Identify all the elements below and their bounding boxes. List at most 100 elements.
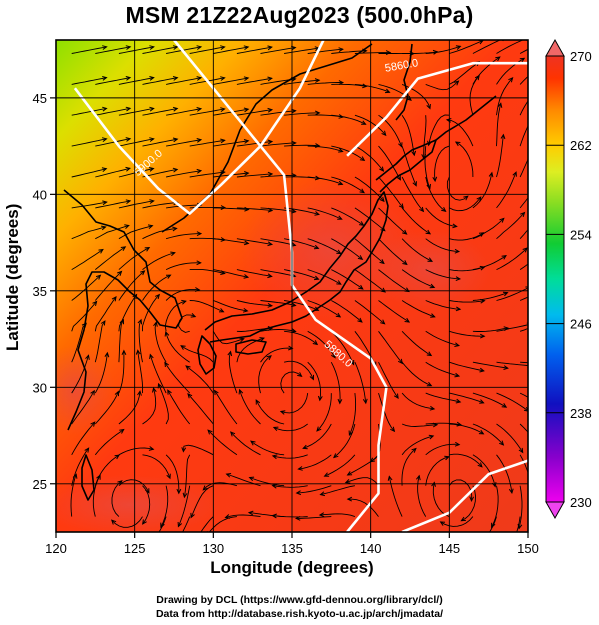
streamline-arrow [357, 255, 364, 261]
streamline-arrow [379, 196, 385, 203]
streamline [273, 423, 308, 432]
streamline-arrow [416, 474, 421, 481]
streamline-arrow [190, 313, 197, 318]
streamline-arrow [101, 137, 108, 142]
streamline [401, 361, 432, 387]
streamline-arrow [104, 351, 110, 358]
streamline [354, 269, 386, 293]
streamline [166, 139, 202, 147]
streamline [425, 422, 461, 426]
streamline-arrow [190, 544, 194, 549]
streamline-arrow [359, 221, 365, 226]
x-axis: 120 125 130 135 140 145 150 [45, 532, 539, 556]
streamline [519, 229, 528, 240]
streamline-arrow [238, 388, 244, 395]
streamline [71, 107, 107, 116]
streamline-arrow [239, 337, 245, 343]
streamline-arrow [250, 440, 256, 446]
streamline [236, 77, 272, 85]
streamline-arrow [271, 454, 278, 460]
streamline [331, 300, 363, 323]
streamline [472, 56, 501, 85]
streamline-arrow [230, 431, 236, 437]
streamline-arrow [147, 224, 154, 229]
streamline-arrow [523, 406, 528, 412]
streamline-arrow [499, 440, 505, 446]
streamline [449, 453, 483, 468]
streamline [519, 197, 528, 209]
streamline-arrow [267, 241, 274, 247]
streamline [425, 269, 460, 280]
streamline-arrow [218, 308, 225, 313]
streamline-arrow [243, 139, 250, 144]
streamline [180, 345, 214, 363]
streamline [94, 320, 106, 363]
streamline [272, 485, 308, 488]
streamline [236, 238, 272, 245]
streamline-arrow [196, 76, 203, 81]
streamline [164, 300, 186, 332]
streamline-arrow [170, 547, 174, 551]
streamline [519, 423, 528, 433]
streamline [230, 431, 261, 456]
streamline [307, 361, 321, 401]
streamline [95, 77, 131, 85]
streamline [165, 454, 180, 494]
streamline-arrow [95, 274, 102, 280]
streamline [316, 393, 332, 432]
streamline [378, 300, 410, 323]
streamline-arrow [319, 491, 326, 497]
streamline [71, 201, 107, 209]
streamline [249, 477, 285, 487]
streamline [189, 268, 225, 274]
y-axis-label: Latitude (degrees) [3, 203, 22, 351]
streamline [71, 168, 107, 178]
streamline-arrow [181, 447, 187, 453]
streamline [423, 115, 427, 159]
streamline [519, 158, 528, 178]
streamline [472, 327, 509, 332]
streamline-arrow [359, 188, 365, 194]
streamline-arrow [534, 140, 538, 145]
streamline [449, 61, 480, 85]
streamline-arrow [362, 398, 368, 405]
streamline-arrow [125, 106, 132, 112]
streamline [434, 145, 450, 182]
streamline [425, 207, 457, 227]
streamline-arrow [187, 393, 193, 399]
streamline-arrow [272, 426, 279, 432]
x-tick-label: 145 [438, 541, 460, 556]
streamline-arrow [476, 196, 482, 202]
streamline-arrow [396, 175, 401, 181]
streamline [202, 482, 238, 491]
streamline-arrow [220, 76, 226, 81]
streamline-arrow [137, 390, 142, 396]
streamline-arrow [318, 512, 325, 518]
streamline [260, 174, 296, 178]
streamline [425, 176, 446, 212]
streamline [118, 107, 154, 116]
streamline-arrow [243, 274, 250, 279]
streamline-arrow [346, 471, 353, 476]
streamline-arrow [102, 200, 108, 206]
streamline [348, 393, 357, 436]
streamline [236, 207, 273, 211]
streamline-arrow [294, 515, 301, 521]
streamline-arrow [402, 260, 408, 266]
streamline-arrow [431, 481, 436, 487]
streamline [213, 140, 249, 147]
streamline-arrow [172, 76, 179, 81]
streamline [164, 362, 191, 394]
streamline-arrow [520, 211, 526, 218]
streamline [401, 448, 417, 486]
streamline [165, 331, 190, 363]
streamline [142, 77, 178, 85]
streamline [449, 361, 484, 372]
streamline [158, 383, 169, 425]
streamline [165, 262, 201, 271]
streamline [425, 361, 460, 377]
streamline-arrow [165, 274, 172, 279]
streamline-arrow [101, 167, 108, 172]
streamline [296, 485, 332, 494]
streamline-arrow [358, 284, 364, 290]
